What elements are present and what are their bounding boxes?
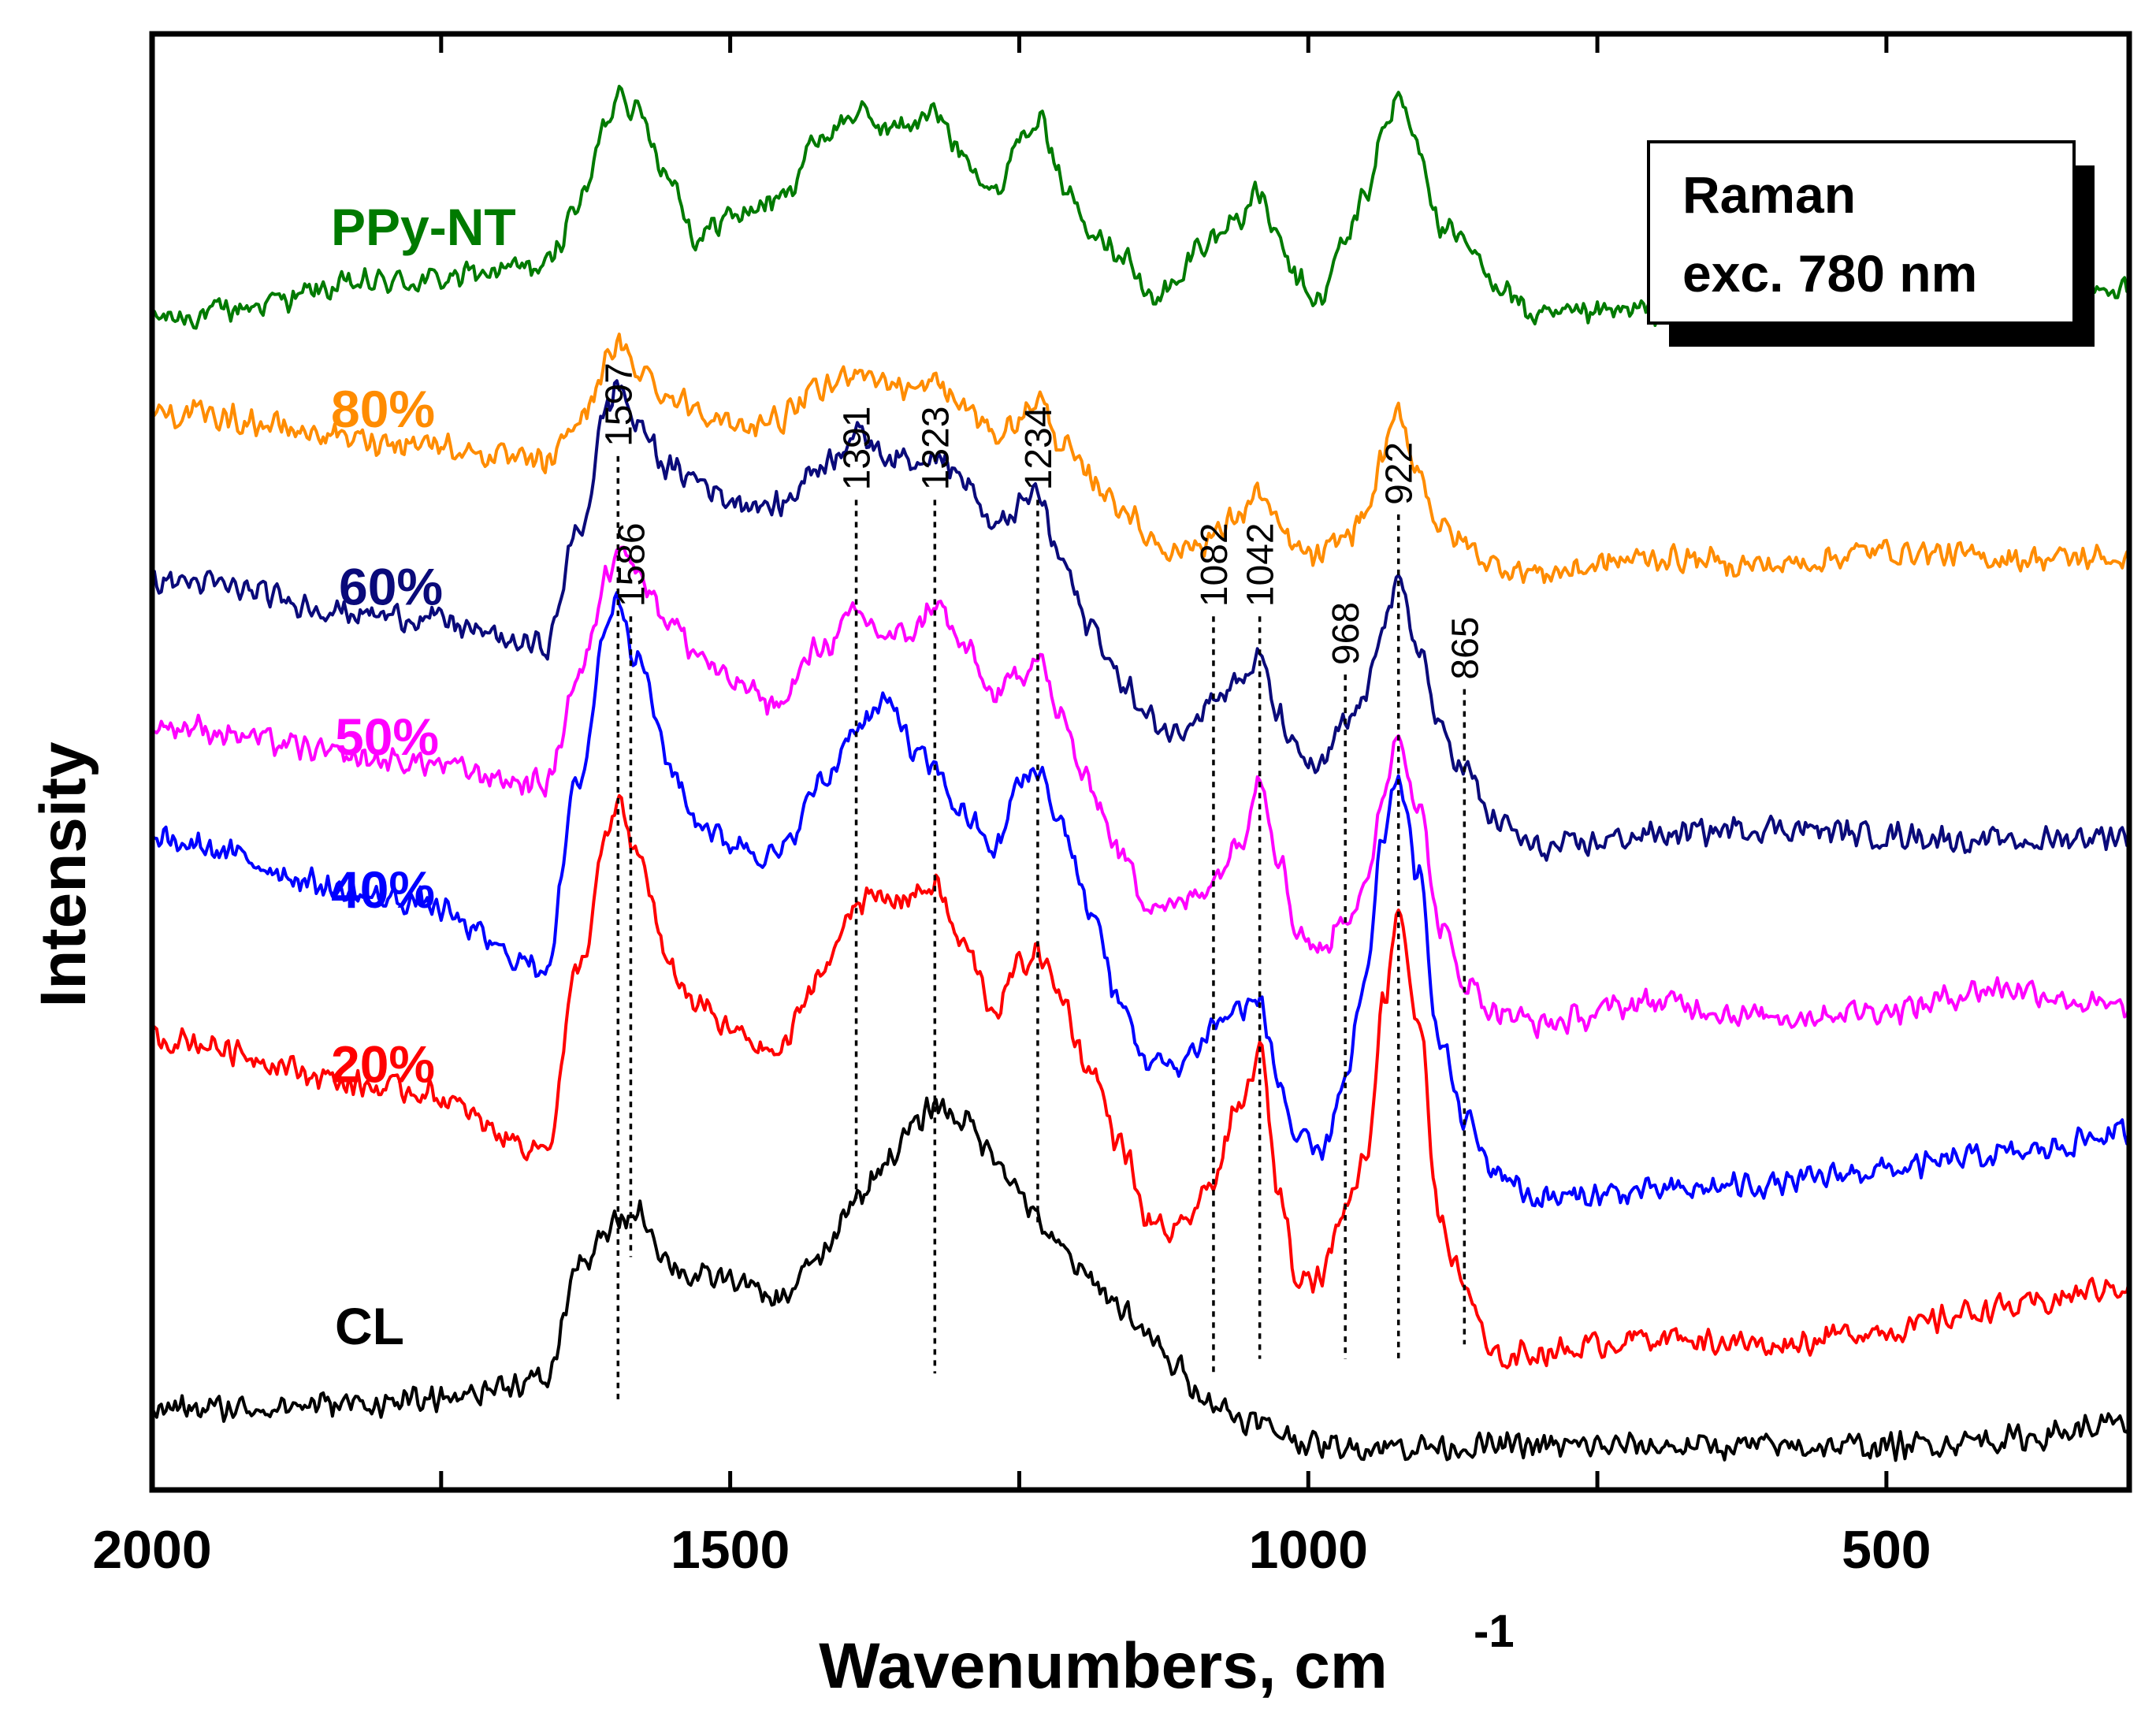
legend-box: Raman exc. 780 nm	[1647, 140, 2095, 347]
plot-frame	[149, 31, 2132, 1493]
x-tick-label-1000: 1000	[1249, 1520, 1368, 1580]
series-labels-layer: PPy-NT 80% 60% 50% 40% 20% CL	[331, 198, 516, 1355]
series-label-40: 40%	[331, 860, 435, 919]
peak-label-865: 865	[1444, 617, 1486, 680]
series-label-50: 50%	[335, 708, 439, 766]
legend-line-1: Raman	[1682, 165, 1856, 224]
series-label-ppy-nt: PPy-NT	[331, 198, 516, 256]
series-label-80: 80%	[331, 380, 435, 438]
peak-label-968: 968	[1325, 602, 1367, 665]
peak-label-1234: 1234	[1018, 407, 1060, 491]
series-layer	[151, 84, 2131, 1462]
x-tick-label-2000: 2000	[92, 1520, 211, 1580]
peak-label-1323: 1323	[915, 407, 957, 491]
series-line-20	[151, 793, 2131, 1369]
series-label-20: 20%	[331, 1035, 435, 1094]
x-axis-title-superscript: -1	[1474, 1606, 1515, 1657]
peak-label-1042: 1042	[1240, 522, 1282, 607]
peak-label-1597: 1597	[598, 362, 640, 447]
series-label-60: 60%	[339, 557, 443, 615]
legend-line-2: exc. 780 nm	[1682, 244, 1977, 303]
x-ticks-layer: 2000 1500 1000 500	[92, 34, 1931, 1580]
x-tick-label-500: 500	[1842, 1520, 1931, 1580]
series-label-cl: CL	[335, 1297, 404, 1355]
peak-label-1391: 1391	[837, 407, 879, 491]
peak-lines-layer: 1597 1586 1391 1323 1234 1082 1042 968 922 865	[598, 362, 1486, 1403]
series-line-80	[151, 333, 2131, 585]
series-line-40	[151, 591, 2131, 1209]
legend-frame	[1647, 140, 2076, 325]
y-axis-title: Intensity	[28, 741, 99, 1008]
series-line-cl	[151, 1096, 2131, 1462]
x-tick-label-1500: 1500	[671, 1520, 790, 1580]
series-line-50	[151, 545, 2131, 1039]
series-line-60	[151, 379, 2131, 862]
x-axis-title: Wavenumbers, cm	[819, 1630, 1388, 1702]
peak-label-1586: 1586	[611, 522, 652, 607]
peak-label-1082: 1082	[1194, 522, 1236, 607]
peak-label-922: 922	[1379, 442, 1421, 505]
